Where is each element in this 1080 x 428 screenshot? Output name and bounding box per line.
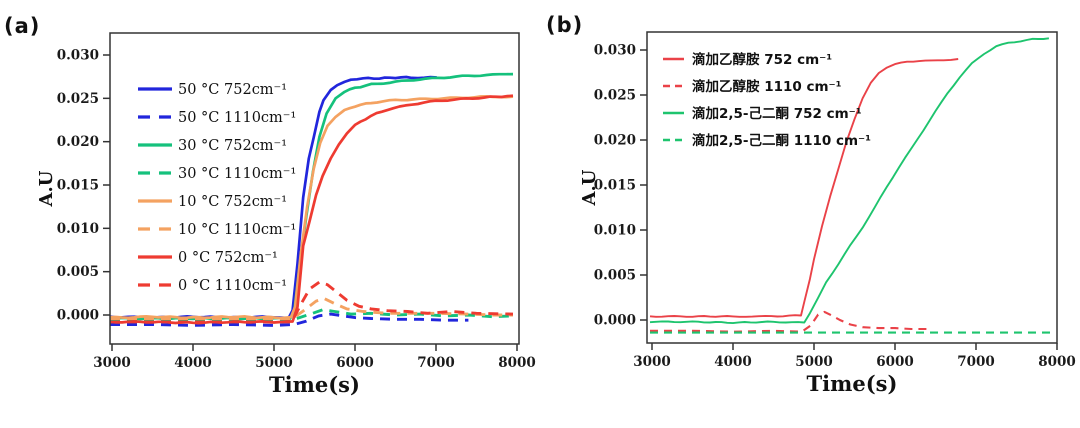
legend-entry-label: 0 °C 1110cm⁻¹ [178,278,287,294]
y-tick-label: 0.005 [594,268,636,284]
x-tick-label: 3000 [633,354,671,370]
legend-entry-label: 30 °C 752cm⁻¹ [178,138,287,154]
figure-panel-a: (a) 3000 4000 5000 6000 7000 8000 0.000 0.005 0.… [4,14,536,397]
y-axis-title: A.U [579,169,600,206]
legend-entry-label: 滴加乙醇胺 1110 cm⁻¹ [692,78,842,95]
series-line-dashed [110,280,514,324]
y-tick-label: 0.005 [57,264,99,280]
y-tick-label: 0.025 [57,91,99,107]
x-tick-label: 5000 [255,355,293,371]
x-tick-label: 4000 [174,355,212,371]
x-tick-label: 7000 [417,355,455,371]
x-tick-label: 3000 [93,355,131,371]
series-line-solid [109,72,514,321]
x-tick-label: 6000 [336,355,374,371]
panel-a-chart: 3000 4000 5000 6000 7000 8000 0.000 0.005 0.010 0… [36,32,536,397]
figure-panel-b: (b) 3000 4000 5000 6000 7000 8000 0.000 0.005 0.… [540,0,1080,428]
legend-entry-label: 0 °C 752cm⁻¹ [178,250,278,266]
y-tick-label: 0.020 [594,133,636,149]
x-axis-title: Time(s) [807,371,898,396]
y-tick-label: 0.025 [594,88,636,104]
x-tick-label: 5000 [795,354,833,370]
panel-b-label: (b) [546,13,584,37]
series-line-solid [109,95,514,320]
y-tick-label: 0.015 [57,177,99,193]
legend-entry-label: 滴加2,5-己二酮 752 cm⁻¹ [692,105,862,122]
y-tick-label: 0.010 [594,223,636,239]
x-tick-label: 7000 [957,354,995,370]
plot-frame [109,32,520,345]
series-line-solid [109,94,514,325]
legend-entry-label: 10 °C 1110cm⁻¹ [178,222,296,238]
legend-entry-label: 50 °C 1110cm⁻¹ [178,110,296,126]
x-tick-label: 8000 [498,355,536,371]
y-tick-label: 0.010 [57,221,99,237]
plot-frame [646,31,1058,344]
y-tick-label: 0.000 [594,313,636,329]
y-tick-label: 0.020 [57,134,99,150]
legend-entry-label: 10 °C 752cm⁻¹ [178,194,287,210]
y-axis-title: A.U [36,170,57,207]
y-tick-label: 0.030 [57,47,99,63]
y-tick-label: 0.000 [57,308,99,324]
x-tick-label: 6000 [876,354,914,370]
panel-b-chart: 3000 4000 5000 6000 7000 8000 0.000 0.005 0.010 0… [579,31,1076,396]
y-tick-label: 0.015 [594,178,636,194]
x-tick-label: 4000 [714,354,752,370]
x-axis-title: Time(s) [269,372,360,397]
series-line-solid [649,37,1050,325]
series-line-dashed [650,310,928,333]
legend-entry-label: 50 °C 752cm⁻¹ [178,82,287,98]
panel-a-label: (a) [4,14,41,38]
x-tick-label: 8000 [1038,354,1076,370]
legend-entry-label: 30 °C 1110cm⁻¹ [178,166,296,182]
y-tick-label: 0.030 [594,43,636,59]
series-line-dashed [110,312,469,327]
legend-entry-label: 滴加乙醇胺 752 cm⁻¹ [692,51,832,68]
series-line-solid [649,58,959,318]
legend-entry-label: 滴加2,5-己二酮 1110 cm⁻¹ [692,132,871,149]
